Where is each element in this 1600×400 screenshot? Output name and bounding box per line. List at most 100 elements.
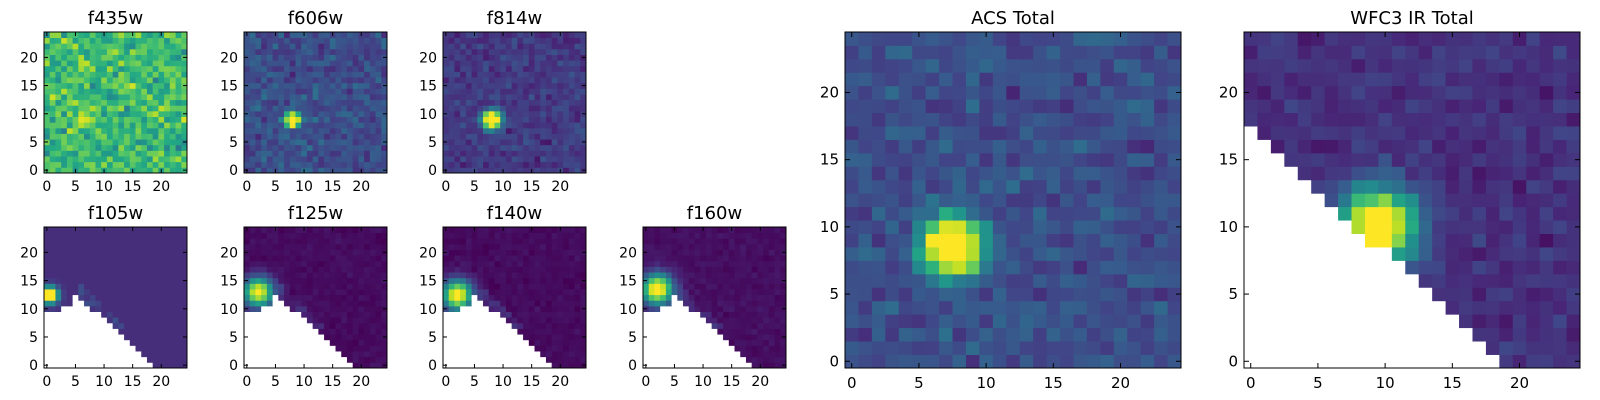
heatmap-cell	[1167, 233, 1182, 248]
heatmap-cell	[443, 133, 450, 140]
heatmap-cell	[494, 99, 501, 106]
heatmap-cell	[683, 277, 690, 284]
heatmap-cell	[146, 94, 154, 101]
heatmap-cell	[158, 334, 165, 341]
heatmap-cell	[545, 289, 553, 296]
masked-cell	[324, 339, 331, 346]
heatmap-cell	[545, 37, 553, 44]
masked-cell	[477, 317, 484, 324]
heatmap-cell	[563, 144, 570, 151]
heatmap-cell	[175, 116, 182, 123]
y-tick-label: 0	[29, 358, 38, 374]
masked-cell	[306, 322, 314, 329]
masked-cell	[534, 356, 541, 363]
heatmap-cell	[335, 116, 342, 123]
heatmap-cell	[101, 122, 108, 129]
heatmap-cell	[494, 167, 501, 174]
heatmap-cell	[465, 150, 472, 157]
heatmap-cell	[494, 238, 501, 245]
heatmap-cell	[324, 150, 331, 157]
heatmap-cell	[511, 289, 518, 296]
heatmap-cell	[768, 300, 775, 307]
masked-cell	[244, 356, 251, 363]
heatmap-cell	[346, 110, 354, 117]
heatmap-cell	[505, 255, 513, 262]
masked-cell	[688, 334, 695, 341]
heatmap-cell	[551, 139, 558, 146]
masked-cell	[654, 328, 661, 335]
heatmap-cell	[312, 77, 319, 84]
heatmap-cell	[471, 139, 478, 146]
heatmap-cell	[1033, 300, 1047, 315]
heatmap-cell	[284, 272, 291, 279]
heatmap-cell	[89, 110, 96, 117]
heatmap-cell	[352, 339, 359, 346]
heatmap-cell	[580, 294, 587, 301]
masked-cell	[448, 311, 455, 318]
heatmap-cell	[534, 156, 541, 163]
heatmap-cell	[329, 156, 336, 163]
heatmap-cell	[112, 94, 119, 101]
heatmap-cell	[871, 314, 886, 329]
heatmap-cell	[545, 77, 553, 84]
heatmap-cell	[101, 305, 108, 312]
heatmap-cell	[95, 260, 102, 267]
heatmap-cell	[671, 238, 678, 245]
masked-cell	[477, 345, 484, 352]
heatmap-cell	[448, 105, 455, 112]
heatmap-cell	[301, 283, 308, 290]
heatmap-cell	[72, 105, 79, 112]
heatmap-cell	[358, 294, 365, 301]
heatmap-cell	[318, 328, 325, 335]
masked-cell	[49, 339, 56, 346]
heatmap-cell	[574, 88, 581, 95]
heatmap-cell	[341, 283, 348, 290]
masked-cell	[249, 362, 256, 369]
heatmap-cell	[346, 77, 354, 84]
heatmap-cell	[443, 232, 450, 239]
heatmap-cell	[443, 255, 450, 262]
heatmap-cell	[61, 150, 68, 157]
heatmap-cell	[648, 238, 655, 245]
heatmap-cell	[324, 133, 331, 140]
heatmap-cell	[1060, 300, 1074, 315]
heatmap-cell	[312, 43, 319, 50]
heatmap-cell	[511, 94, 518, 101]
heatmap-cell	[341, 77, 348, 84]
heatmap-cell	[181, 133, 188, 140]
heatmap-cell	[763, 249, 770, 256]
x-tick-label: 10	[295, 179, 313, 195]
heatmap-cell	[55, 48, 62, 55]
heatmap-cell	[648, 243, 655, 250]
heatmap-cell	[688, 249, 695, 256]
heatmap-cell	[568, 266, 575, 273]
heatmap-cell	[329, 243, 336, 250]
heatmap-cell	[534, 139, 541, 146]
heatmap-cell	[358, 322, 365, 329]
heatmap-cell	[244, 105, 251, 112]
masked-cell	[471, 305, 478, 312]
heatmap-cell	[381, 43, 388, 50]
heatmap-cell	[249, 232, 256, 239]
heatmap-cell	[460, 266, 467, 273]
heatmap-cell	[494, 150, 501, 157]
heatmap-cell	[358, 317, 365, 324]
heatmap-cell	[763, 283, 770, 290]
heatmap-cell	[643, 283, 650, 290]
heatmap-cell	[84, 32, 91, 39]
heatmap-cell	[78, 88, 85, 95]
heatmap-cell	[266, 37, 273, 44]
heatmap-cell	[78, 238, 85, 245]
heatmap-cell	[728, 238, 735, 245]
heatmap-cell	[118, 238, 125, 245]
heatmap-cell	[278, 133, 285, 140]
heatmap-cell	[568, 105, 575, 112]
heatmap-cell	[557, 71, 564, 78]
x-tick-label: 20	[152, 374, 170, 390]
heatmap-cell	[454, 238, 461, 245]
heatmap-cell	[858, 152, 873, 167]
heatmap-cell	[312, 156, 319, 163]
heatmap-cell	[488, 238, 495, 245]
heatmap-cell	[84, 77, 91, 84]
